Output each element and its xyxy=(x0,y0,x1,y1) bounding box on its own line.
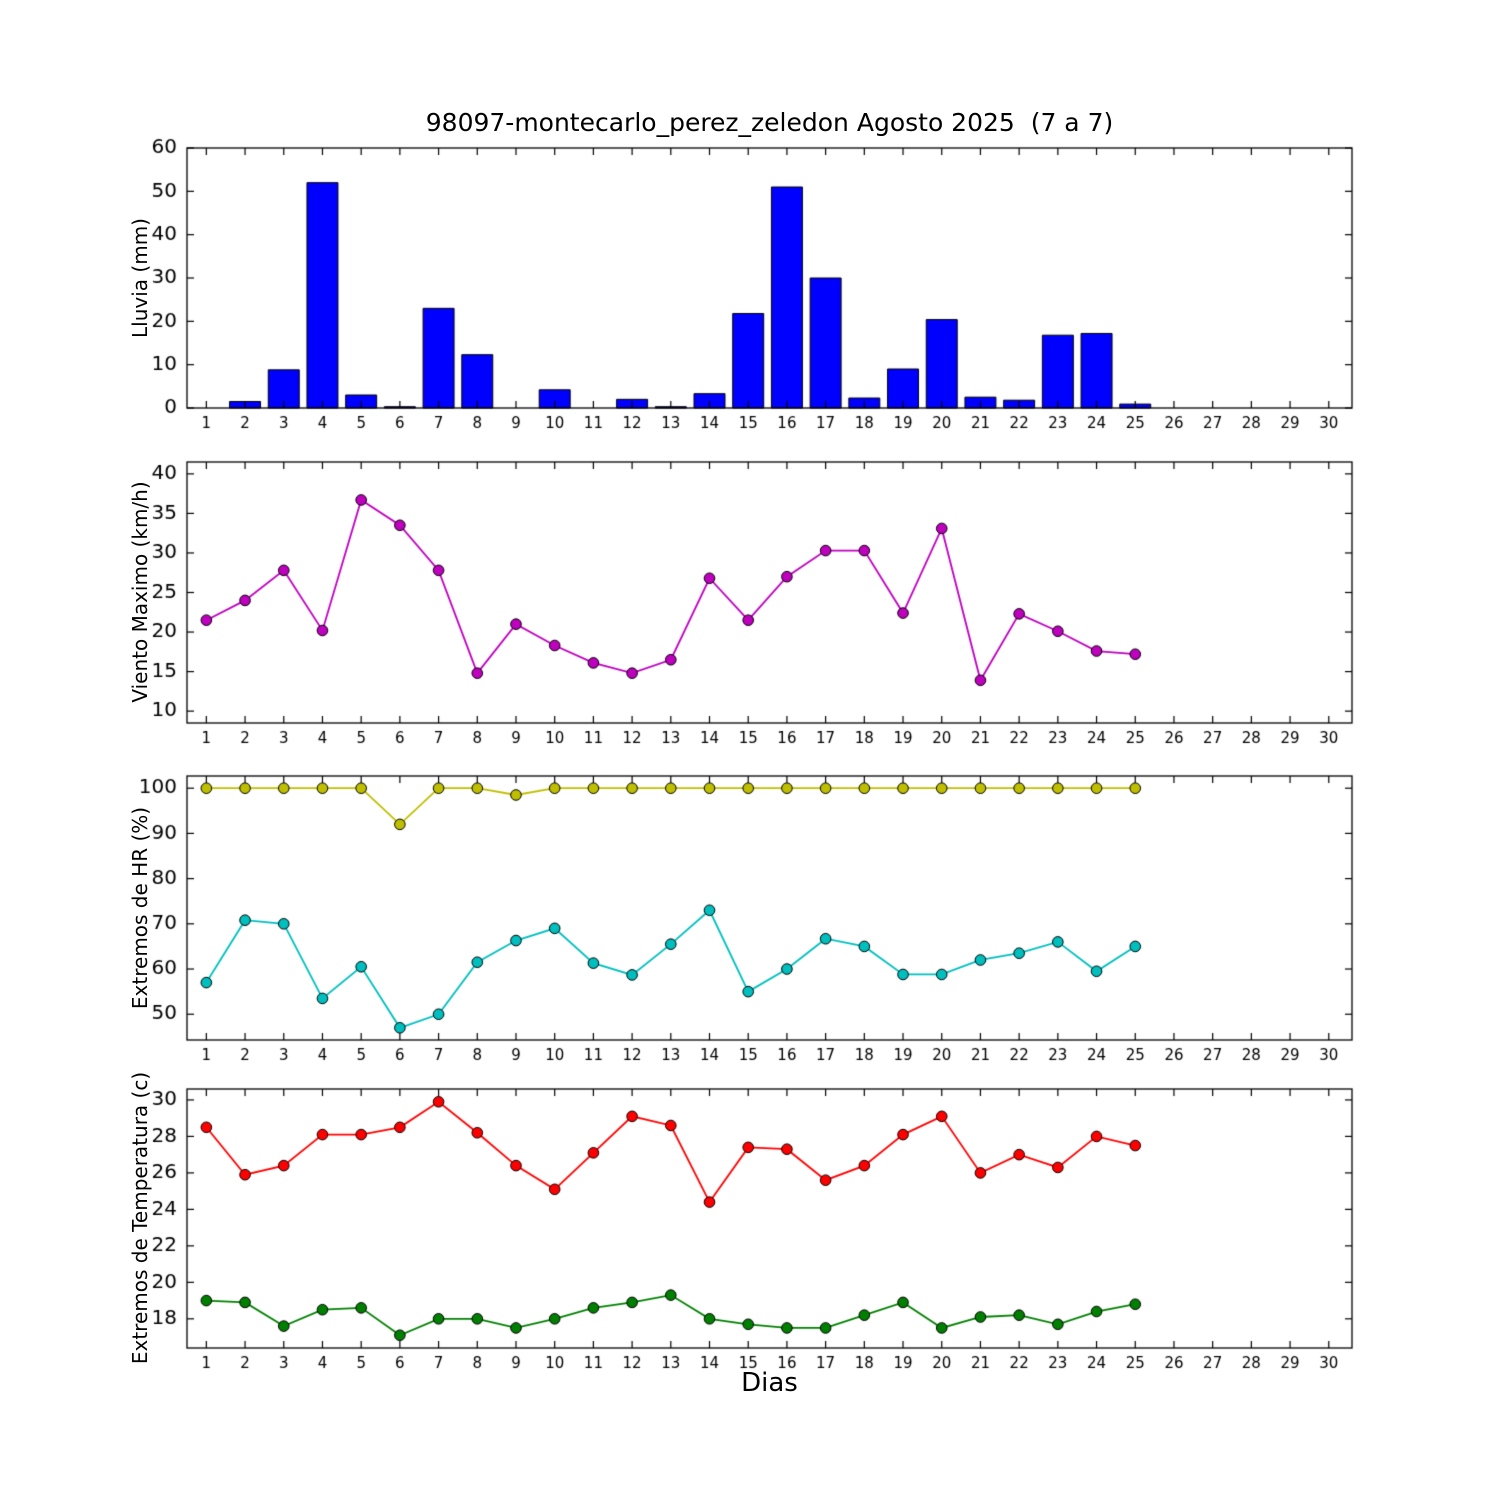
y-axis-label-temperatura: Extremos de Temperatura (c) xyxy=(128,1071,152,1365)
y-axis-label-hr: Extremos de HR (%) xyxy=(128,806,152,1010)
y-axis-label-lluvia: Lluvia (mm) xyxy=(128,218,152,338)
y-axis-label-viento: Viento Maximo (km/h) xyxy=(128,481,152,703)
x-axis-label: Dias xyxy=(741,1368,798,1398)
chart-title: 98097-montecarlo_perez_zeledon Agosto 20… xyxy=(425,108,1114,137)
